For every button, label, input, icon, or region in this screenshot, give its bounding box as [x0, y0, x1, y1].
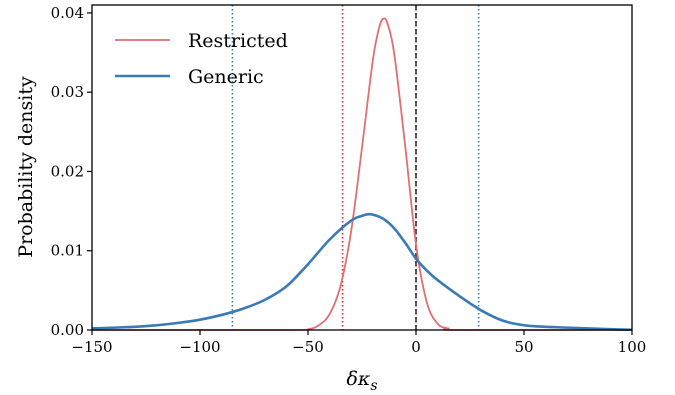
series-line-restricted: [92, 17, 632, 331]
x-tick-label: 0: [411, 338, 421, 356]
x-axis-label-subscript: s: [370, 378, 377, 394]
legend-label-restricted: Restricted: [188, 30, 288, 52]
x-axis-label: δκs: [346, 368, 377, 394]
plot-area: [91, 4, 633, 332]
x-tick-label: −150: [71, 338, 112, 356]
axes-frame: [91, 4, 633, 331]
series-lines: [91, 17, 633, 332]
y-tick-label: 0.04: [51, 4, 84, 22]
series-line-generic: [91, 212, 633, 332]
x-tick-label: −100: [179, 338, 220, 356]
x-axis: −150 −100 −50 0 50 100: [71, 330, 646, 356]
x-tick-label: −50: [292, 338, 324, 356]
legend: Restricted Generic: [115, 30, 288, 88]
y-tick-label: 0.01: [51, 242, 84, 260]
legend-label-generic: Generic: [188, 66, 264, 88]
y-tick-label: 0.00: [51, 321, 84, 339]
y-axis-label: Probability density: [15, 76, 37, 258]
y-tick-label: 0.03: [51, 83, 84, 101]
x-tick-label: 50: [514, 338, 533, 356]
x-tick-label: 100: [618, 338, 647, 356]
x-axis-label-main: δκ: [346, 368, 370, 390]
y-tick-label: 0.02: [51, 162, 84, 180]
reference-lines: [231, 5, 480, 330]
y-axis: 0.00 0.01 0.02 0.03 0.04: [51, 4, 92, 339]
